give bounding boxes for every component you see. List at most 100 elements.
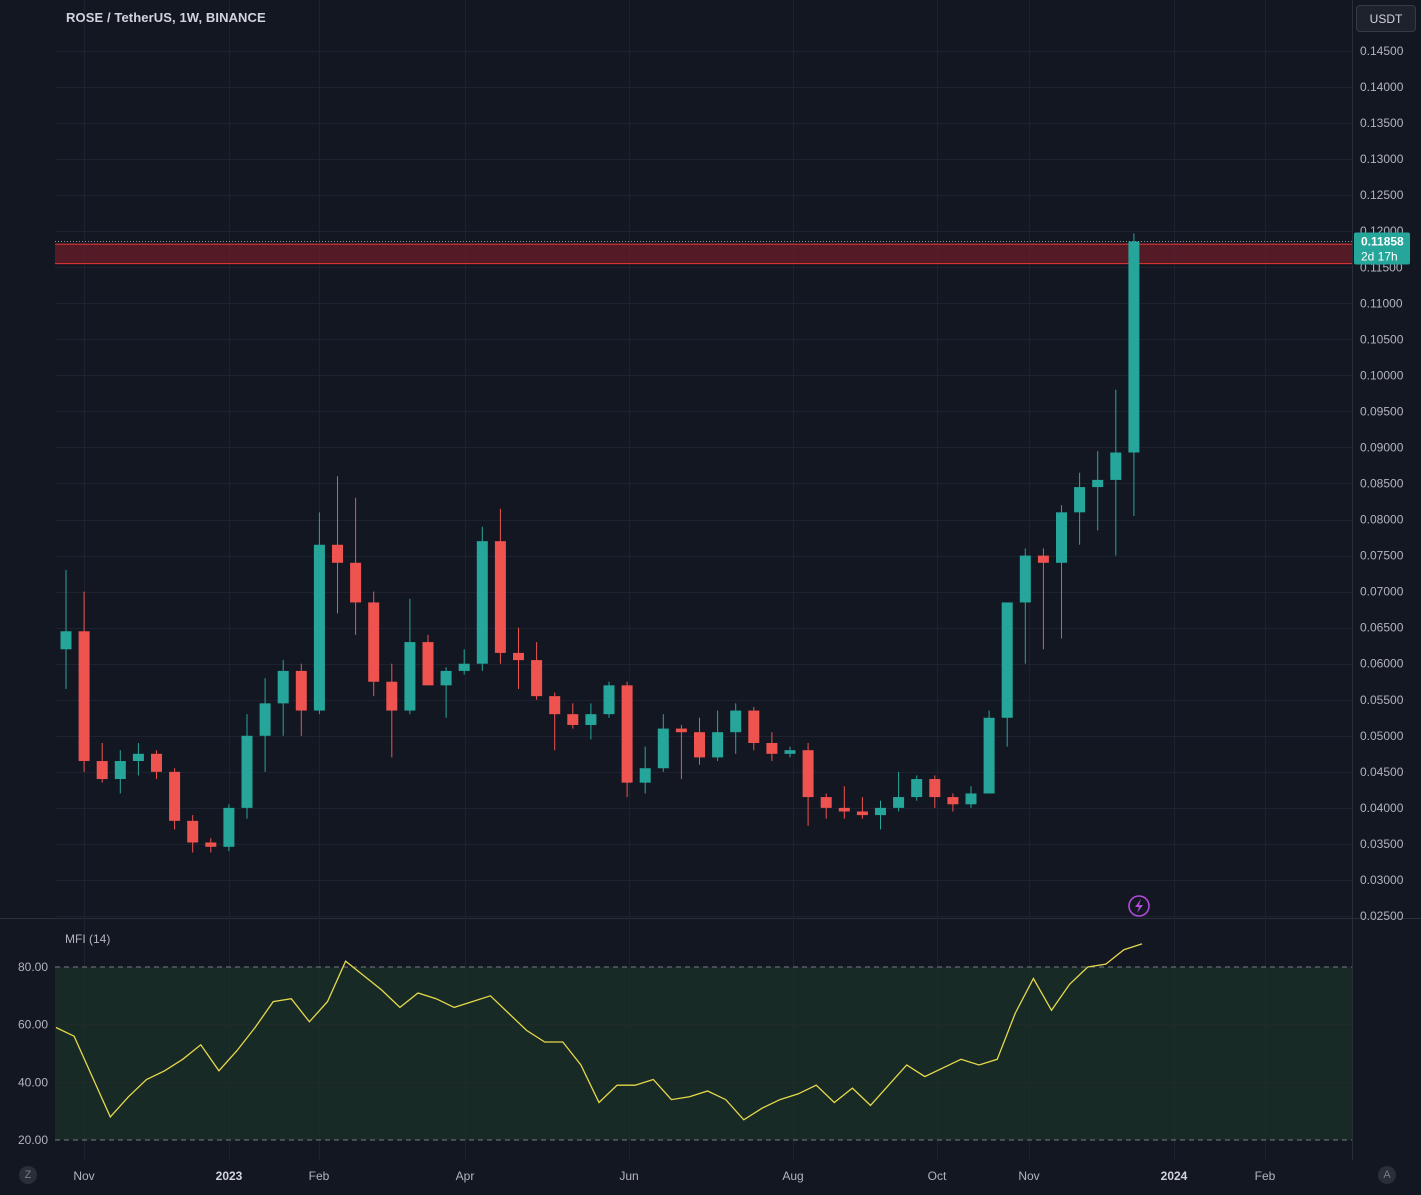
- auto-scale-icon[interactable]: A: [1378, 1166, 1396, 1184]
- indicator-label[interactable]: MFI (14): [65, 932, 111, 946]
- last-price-countdown: 2d 17h: [1361, 249, 1398, 263]
- candle-body: [458, 663, 470, 671]
- candle-body: [929, 779, 941, 798]
- candle-body: [132, 753, 144, 762]
- candle-body: [621, 685, 633, 783]
- candle-body: [422, 642, 434, 686]
- candle-body: [241, 735, 253, 808]
- price-tick-label: 0.08500: [1360, 477, 1404, 491]
- flash-icon-bolt: [1135, 899, 1143, 913]
- flash-icon: [1128, 895, 1150, 917]
- time-tick-label: Oct: [928, 1169, 947, 1183]
- candle-body: [1092, 479, 1104, 488]
- candle-body: [802, 750, 814, 798]
- time-tick-label: Jun: [619, 1169, 638, 1183]
- candle-body: [531, 660, 543, 697]
- candle-body: [386, 681, 398, 711]
- mfi-tick-label: 40.00: [18, 1075, 48, 1089]
- candle-body: [277, 670, 289, 704]
- last-price-label-bg: [1354, 232, 1410, 265]
- candle-body: [947, 797, 959, 805]
- mfi-tick-label: 60.00: [18, 1018, 48, 1032]
- price-tick-label: 0.07000: [1360, 585, 1404, 599]
- candle-body: [748, 710, 760, 743]
- candle-body: [476, 541, 488, 664]
- mfi-band-fill: [55, 967, 1352, 1140]
- price-tick-label: 0.11000: [1360, 296, 1403, 310]
- time-tick-label: Aug: [782, 1169, 803, 1183]
- candle-body: [657, 728, 669, 769]
- price-tick-label: 0.03000: [1360, 873, 1404, 887]
- price-tick-label: 0.14500: [1360, 44, 1404, 58]
- candle-body: [313, 544, 325, 711]
- candle-body: [965, 793, 977, 805]
- candle-body: [259, 703, 271, 736]
- candle-body: [820, 797, 832, 808]
- candle-body: [875, 807, 886, 816]
- price-tick-label: 0.13500: [1360, 116, 1404, 130]
- time-tick-label: 2023: [216, 1169, 243, 1183]
- candle-body: [911, 779, 923, 798]
- time-tick-label: Apr: [456, 1169, 475, 1183]
- candle-body: [1074, 487, 1086, 513]
- time-tick-label: Feb: [309, 1169, 330, 1183]
- candle-body: [893, 797, 905, 808]
- time-tick-label: Nov: [1018, 1169, 1039, 1183]
- candle-body: [368, 602, 380, 682]
- candle-body: [187, 820, 199, 843]
- candle-body: [856, 811, 868, 816]
- exchange-label: BINANCE: [205, 10, 266, 25]
- price-tick-label: 0.05500: [1360, 693, 1404, 707]
- symbol-name: ROSE / TetherUS: [66, 10, 173, 25]
- mfi-line: [55, 943, 1143, 1121]
- candle-body: [169, 771, 181, 821]
- candle-body: [78, 631, 90, 762]
- candle-body: [1128, 241, 1140, 453]
- candle-body: [1037, 555, 1049, 563]
- candle-body: [549, 696, 561, 715]
- price-tick-label: 0.04500: [1360, 765, 1404, 779]
- chart-title: ROSE / TetherUS, 1W, BINANCE: [66, 10, 266, 25]
- candle-body: [1110, 452, 1122, 480]
- price-tick-label: 0.10000: [1360, 368, 1404, 382]
- candles: [60, 233, 1140, 853]
- candle-body: [513, 652, 524, 661]
- price-tick-label: 0.06000: [1360, 657, 1404, 671]
- candle-body: [205, 842, 217, 847]
- candle-body: [675, 728, 687, 733]
- flash-icon-circle: [1128, 895, 1150, 917]
- price-tick-label: 0.02500: [1360, 909, 1404, 923]
- candle-body: [332, 544, 343, 563]
- timezone-icon[interactable]: Z: [19, 1166, 37, 1184]
- price-tick-label: 0.12500: [1360, 188, 1404, 202]
- time-tick-label: Nov: [73, 1169, 94, 1183]
- candle-body: [1019, 555, 1031, 603]
- last-price-value: 0.11858: [1361, 234, 1404, 248]
- candle-body: [766, 743, 778, 754]
- candle-body: [295, 670, 307, 711]
- candle-body: [96, 761, 108, 780]
- mfi-tick-label: 20.00: [18, 1133, 48, 1147]
- candle-body: [223, 807, 235, 847]
- price-tick-label: 0.13000: [1360, 152, 1404, 166]
- title-sep-2: ,: [198, 10, 206, 25]
- price-tick-label: 0.03500: [1360, 837, 1404, 851]
- time-tick-label: Feb: [1255, 1169, 1276, 1183]
- candle-body: [784, 750, 796, 754]
- candle-body: [639, 768, 651, 783]
- candle-body: [494, 541, 506, 653]
- mfi-tick-label: 80.00: [18, 960, 48, 974]
- candle-body: [151, 753, 162, 772]
- currency-button[interactable]: USDT: [1356, 5, 1416, 32]
- price-tick-label: 0.04000: [1360, 801, 1404, 815]
- price-tick-label: 0.10500: [1360, 332, 1404, 346]
- candle-body: [730, 710, 742, 733]
- candle-body: [694, 732, 705, 758]
- price-tick-label: 0.09500: [1360, 404, 1404, 418]
- candle-body: [983, 717, 995, 794]
- candle-body: [838, 807, 850, 812]
- price-tick-label: 0.14000: [1360, 80, 1404, 94]
